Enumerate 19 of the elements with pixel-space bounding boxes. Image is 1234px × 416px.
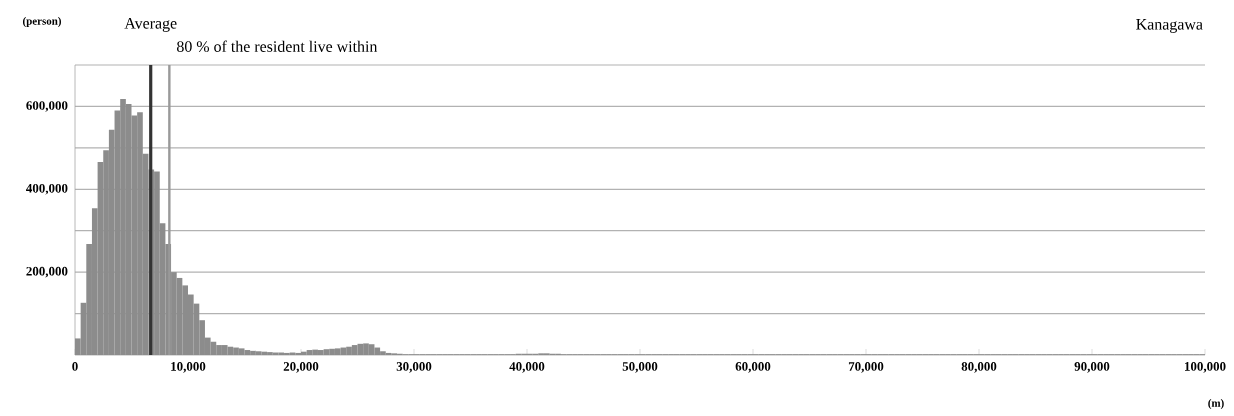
x-tick-label: 20,000 [283, 362, 319, 373]
x-axis-title: (m) [1208, 399, 1224, 409]
x-tick-label: 10,000 [171, 362, 206, 373]
x-tick-label: 100,000 [1185, 362, 1226, 373]
ref-line-label: Average [124, 17, 177, 32]
x-tick-label: 0 [72, 362, 78, 371]
x-tick-label: 80,000 [961, 362, 997, 373]
x-tick-label: 50,000 [622, 362, 658, 373]
x-tick-label: 90,000 [1074, 362, 1110, 373]
x-tick-label: 30,000 [396, 362, 432, 373]
ref-line-label: 80 % of the resident live within [176, 40, 378, 52]
y-tick-label: 600,000 [26, 101, 68, 112]
y-axis-title: (person) [22, 17, 61, 27]
x-tick-label: 70,000 [848, 362, 884, 373]
y-tick-label: 200,000 [26, 266, 68, 278]
x-tick-label: 40,000 [509, 362, 545, 373]
x-tick-label: 60,000 [735, 362, 771, 373]
chart-title: Kanagawa [1136, 19, 1203, 33]
y-tick-label: 400,000 [26, 184, 68, 195]
